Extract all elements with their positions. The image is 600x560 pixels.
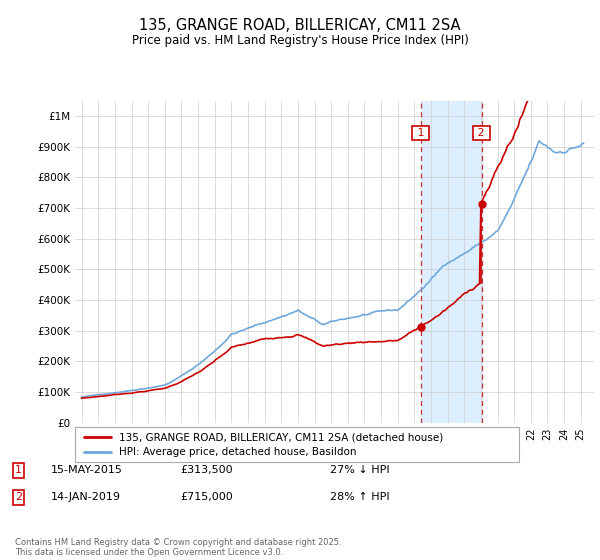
- Text: 1: 1: [15, 465, 22, 475]
- Text: 15-MAY-2015: 15-MAY-2015: [51, 465, 123, 475]
- Text: 2: 2: [475, 128, 488, 138]
- FancyBboxPatch shape: [75, 427, 519, 462]
- Text: 1: 1: [413, 128, 428, 138]
- Text: 27% ↓ HPI: 27% ↓ HPI: [330, 465, 389, 475]
- Bar: [421, 101, 482, 423]
- Text: HPI: Average price, detached house, Basildon: HPI: Average price, detached house, Basi…: [119, 447, 357, 458]
- Text: 28% ↑ HPI: 28% ↑ HPI: [330, 492, 389, 502]
- Text: 135, GRANGE ROAD, BILLERICAY, CM11 2SA: 135, GRANGE ROAD, BILLERICAY, CM11 2SA: [139, 18, 461, 32]
- Text: Price paid vs. HM Land Registry's House Price Index (HPI): Price paid vs. HM Land Registry's House …: [131, 34, 469, 47]
- Text: £715,000: £715,000: [180, 492, 233, 502]
- Text: 2: 2: [15, 492, 22, 502]
- Text: 14-JAN-2019: 14-JAN-2019: [51, 492, 121, 502]
- Text: £313,500: £313,500: [180, 465, 233, 475]
- Text: 135, GRANGE ROAD, BILLERICAY, CM11 2SA (detached house): 135, GRANGE ROAD, BILLERICAY, CM11 2SA (…: [119, 432, 443, 442]
- Text: Contains HM Land Registry data © Crown copyright and database right 2025.
This d: Contains HM Land Registry data © Crown c…: [15, 538, 341, 557]
